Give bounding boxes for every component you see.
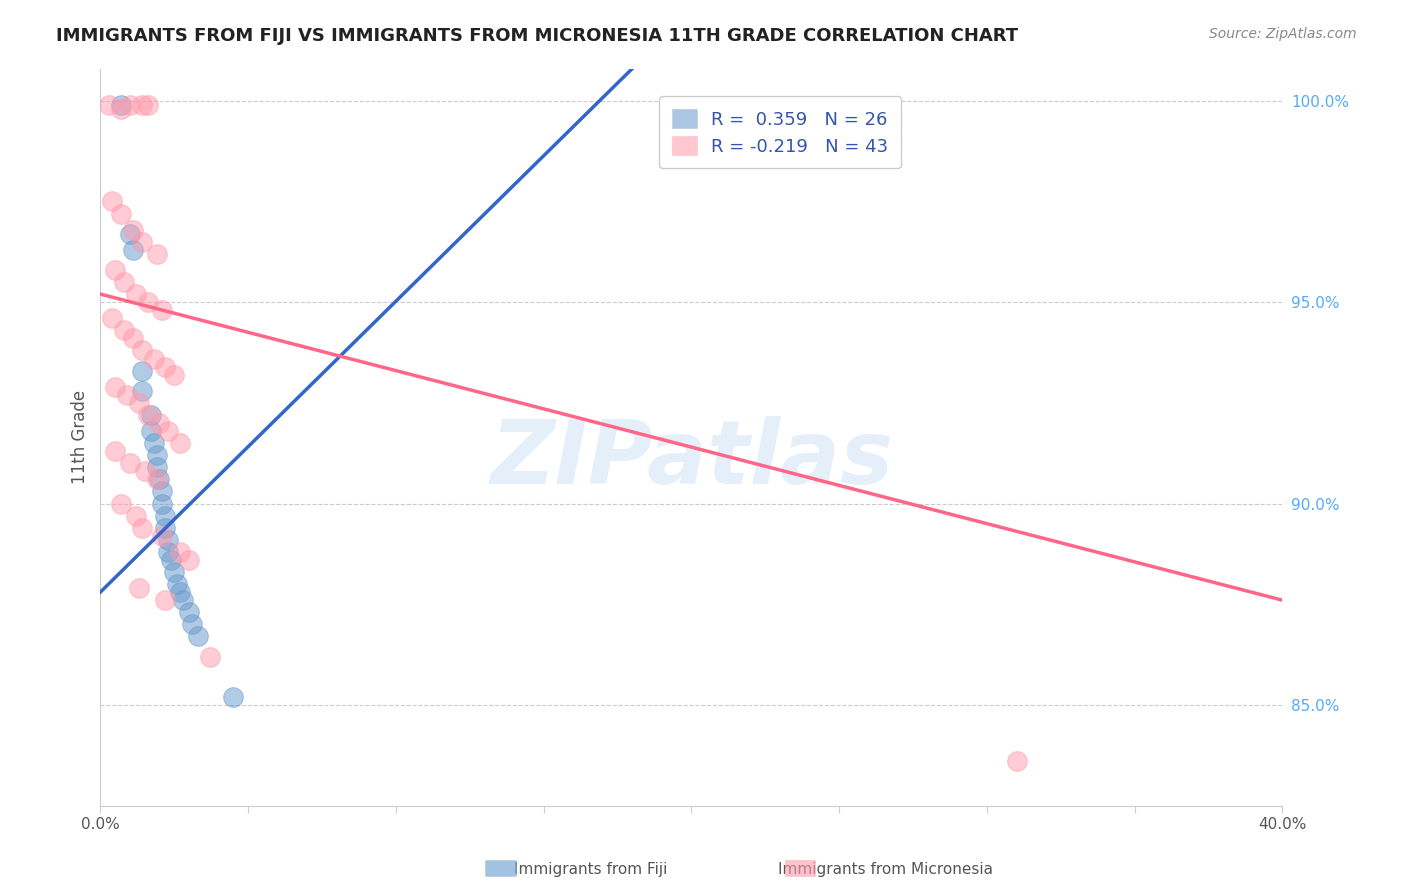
Point — [131, 235, 153, 249]
Point — [155, 521, 177, 535]
Point — [163, 565, 186, 579]
Point — [148, 472, 170, 486]
Point — [198, 649, 221, 664]
Point — [121, 243, 143, 257]
Point — [110, 102, 132, 116]
Point — [157, 545, 180, 559]
Point — [104, 380, 127, 394]
Point — [169, 436, 191, 450]
Y-axis label: 11th Grade: 11th Grade — [72, 390, 89, 484]
Point — [145, 472, 167, 486]
Point — [142, 436, 165, 450]
Point — [131, 384, 153, 398]
Point — [152, 303, 174, 318]
Point — [131, 343, 153, 358]
Point — [118, 227, 141, 241]
Point — [110, 496, 132, 510]
Point — [136, 97, 159, 112]
Point — [155, 359, 177, 374]
Point — [121, 222, 143, 236]
Point — [172, 593, 194, 607]
Point — [104, 444, 127, 458]
Point — [181, 617, 204, 632]
Point — [157, 533, 180, 547]
Point — [118, 97, 141, 112]
Point — [136, 295, 159, 310]
Point — [115, 388, 138, 402]
Point — [166, 577, 188, 591]
Text: Source: ZipAtlas.com: Source: ZipAtlas.com — [1209, 27, 1357, 41]
Point — [148, 416, 170, 430]
Text: IMMIGRANTS FROM FIJI VS IMMIGRANTS FROM MICRONESIA 11TH GRADE CORRELATION CHART: IMMIGRANTS FROM FIJI VS IMMIGRANTS FROM … — [56, 27, 1018, 45]
Text: Immigrants from Micronesia: Immigrants from Micronesia — [779, 863, 993, 877]
Point — [157, 424, 180, 438]
Point — [145, 448, 167, 462]
Point — [112, 275, 135, 289]
Point — [142, 351, 165, 366]
Point — [155, 508, 177, 523]
Point — [134, 464, 156, 478]
Point — [139, 408, 162, 422]
Point — [152, 484, 174, 499]
Text: Immigrants from Fiji: Immigrants from Fiji — [513, 863, 668, 877]
Point — [128, 581, 150, 595]
Point — [187, 629, 209, 643]
Point — [121, 331, 143, 345]
Point — [118, 456, 141, 470]
Point — [131, 97, 153, 112]
Point — [163, 368, 186, 382]
Point — [152, 529, 174, 543]
Point — [145, 247, 167, 261]
Point — [112, 323, 135, 337]
Point — [110, 206, 132, 220]
Point — [128, 396, 150, 410]
Point — [125, 508, 148, 523]
Bar — [485, 860, 516, 876]
Point — [125, 287, 148, 301]
Point — [155, 593, 177, 607]
Legend: R =  0.359   N = 26, R = -0.219   N = 43: R = 0.359 N = 26, R = -0.219 N = 43 — [659, 96, 901, 169]
Point — [169, 545, 191, 559]
Point — [152, 496, 174, 510]
Text: ZIPatlas: ZIPatlas — [489, 416, 893, 503]
Point — [110, 97, 132, 112]
Point — [160, 553, 183, 567]
Point — [131, 521, 153, 535]
Point — [145, 460, 167, 475]
Point — [104, 263, 127, 277]
Point — [177, 605, 200, 619]
Point — [222, 690, 245, 704]
Bar — [785, 860, 815, 876]
Point — [1005, 754, 1028, 768]
Point — [169, 585, 191, 599]
Point — [139, 424, 162, 438]
Point — [98, 97, 121, 112]
Point — [177, 553, 200, 567]
Point — [136, 408, 159, 422]
Point — [101, 194, 124, 209]
Point — [101, 311, 124, 326]
Point — [131, 363, 153, 377]
